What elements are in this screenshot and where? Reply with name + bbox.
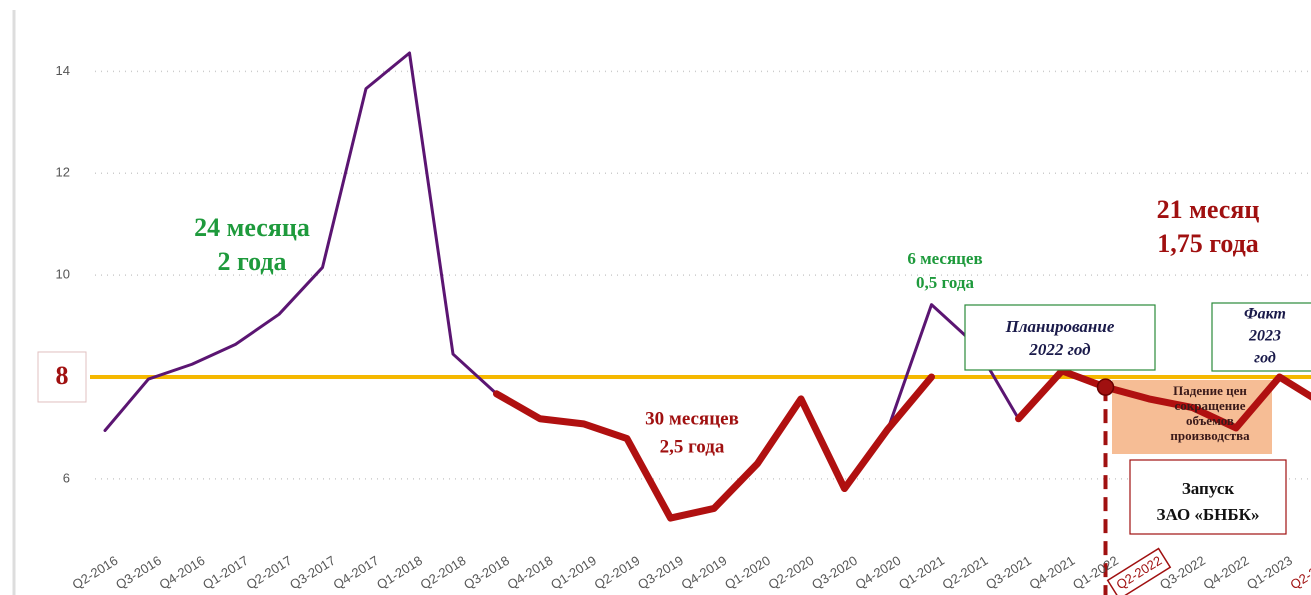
annotation-text: объемов xyxy=(1186,413,1234,428)
series-line xyxy=(493,367,1311,522)
x-tick-highlight xyxy=(1106,547,1172,595)
annotation-text: сокращение xyxy=(1175,398,1246,413)
annotation-text: ЗАО «БНБК» xyxy=(1157,505,1260,524)
annotation-text: 2,5 года xyxy=(660,436,725,457)
annotation-text: 21 месяц xyxy=(1157,195,1260,224)
annotation-text: 30 месяцев xyxy=(645,408,739,429)
annotation-text: год xyxy=(1254,350,1276,367)
y-tick-label: 10 xyxy=(56,267,70,282)
annotation-box xyxy=(964,304,1156,371)
annotation-text: 6 месяцев xyxy=(907,249,982,268)
annotation-text: 0,5 года xyxy=(916,273,974,292)
annotation-box xyxy=(1129,459,1287,535)
annotation-text: 2023 xyxy=(1248,328,1281,345)
annotation-text: 24 месяца xyxy=(194,213,310,242)
annotation-text: 2022 год xyxy=(1028,340,1091,359)
y-tick-label: 14 xyxy=(56,63,70,78)
threshold-box xyxy=(37,351,87,403)
annotation-text: производства xyxy=(1170,428,1250,443)
point xyxy=(1096,378,1115,396)
annotation-text: 1,75 года xyxy=(1157,229,1259,258)
annotation-text: Запуск xyxy=(1182,479,1235,498)
annotation-text: Падение цен xyxy=(1173,383,1247,398)
annotation-box xyxy=(1211,302,1311,372)
annotation-text: Факт xyxy=(1244,306,1286,323)
y-tick-label: 12 xyxy=(56,165,70,180)
annotation-text: 2 года xyxy=(217,247,286,276)
annotation-text: Планирование xyxy=(1005,317,1115,336)
y-tick-label: 6 xyxy=(63,470,70,485)
threshold-label: 8 xyxy=(56,361,69,390)
